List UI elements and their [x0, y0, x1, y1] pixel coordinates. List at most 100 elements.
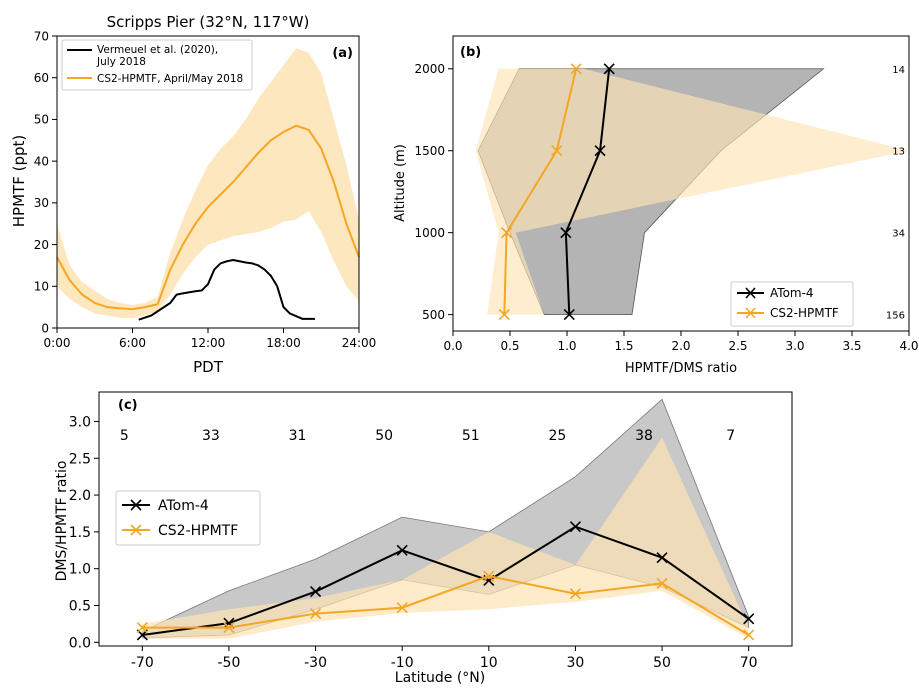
- panel-c-cs2-marker: [309, 608, 322, 620]
- panel-c-atom-marker: [309, 585, 322, 598]
- panel-b-atom-marker: [603, 63, 615, 75]
- panel-c-y-tick-label: 2.0: [69, 488, 91, 504]
- panel-a-y-tick-label: 10: [34, 280, 49, 294]
- panel-b-x-tick-label: 2.5: [728, 339, 747, 353]
- panel-a-y-tick-label: 50: [34, 113, 49, 127]
- panel-b-lines: [498, 63, 615, 321]
- panel-a-y-label: HPMTF (ppt): [10, 135, 28, 227]
- panel-b-counts: 14 13 34 156: [886, 65, 905, 322]
- panel-b-cs2-band: [475, 68, 909, 315]
- panel-c-count-label: 51: [462, 428, 480, 444]
- panel-b-cs2-marker: [498, 309, 510, 321]
- panel-c-x-tick-label: 50: [653, 655, 671, 671]
- panel-a-y-tick-label: 30: [34, 196, 49, 210]
- panel-c-y-tick-label: 1.5: [69, 525, 91, 541]
- panel-a-legend-box: [61, 39, 253, 91]
- panel-a-x-ticks: 0:00 6:00 12:00 18:00 24:00: [44, 328, 377, 350]
- panel-c-counts: 5 33 31 50 51 25 38 7: [120, 428, 735, 444]
- panel-b-cs2-marker: [501, 227, 513, 239]
- panel-c-x-tick-label: -70: [131, 655, 154, 671]
- panel-c-atom-marker: [743, 613, 755, 625]
- panel-c-cs2-marker: [136, 622, 148, 634]
- panel-c-atom-marker: [569, 521, 582, 533]
- panel-b-y-ticks: 500 1000 1500 2000: [414, 62, 453, 322]
- panel-a-legend-label-vermeuel-line1: Vermeuel et al. (2020),: [97, 44, 218, 56]
- panel-a-x-tick-label: 24:00: [342, 336, 377, 350]
- panel-b-atom-marker: [563, 309, 575, 321]
- panel-c-x-tick-label: 30: [567, 655, 585, 671]
- panel-b-legend-label-atom: ATom-4: [770, 286, 814, 300]
- panel-c-count-label: 5: [120, 428, 129, 444]
- panel-b-atom-line: [564, 68, 611, 315]
- panel-b-bands: [475, 68, 909, 316]
- panel-c-count-label: 38: [635, 428, 653, 444]
- panel-c-y-tick-label: 0.0: [69, 635, 91, 651]
- panel-b-count-label: 156: [886, 311, 905, 322]
- panel-a-cs2-band: [57, 48, 359, 319]
- panel-b-count-label: 34: [892, 229, 905, 240]
- panel-b-count-label: 13: [892, 147, 905, 158]
- panel-a-y-tick-label: 20: [34, 238, 49, 252]
- panel-c-y-tick-label: 2.5: [69, 451, 91, 467]
- panel-a-title: Scripps Pier (32°N, 117°W): [107, 13, 310, 31]
- panel-c-x-tick-label: 10: [480, 655, 498, 671]
- panel-c-x-ticks: -70 -50 -30 -10 10 30 50 70: [131, 646, 758, 671]
- panel-c-cs2-band: [142, 437, 749, 639]
- panel-c-cs2-marker: [396, 602, 408, 614]
- panel-b-count-label: 14: [892, 65, 905, 76]
- panel-a: 0:00 6:00 12:00 18:00 24:00 010203040506070 …: [10, 13, 376, 376]
- panel-c-lines: [136, 521, 755, 641]
- panel-b-y-label: Altitude (m): [393, 144, 408, 222]
- panel-c-cs2-marker: [483, 570, 495, 582]
- panel-a-y-tick-label: 60: [34, 71, 49, 85]
- panel-a-legend: Vermeuel et al. (2020), July 2018 CS2-HP…: [61, 39, 253, 91]
- panel-c-atom-marker: [656, 552, 668, 564]
- panel-a-cs2-line: [56, 124, 360, 311]
- panel-c-cs2-marker: [743, 629, 755, 641]
- panel-b-x-label: HPMTF/DMS ratio: [625, 361, 737, 376]
- panel-b-y-tick-label: 1500: [414, 144, 445, 158]
- panel-b-x-tick-label: 0.5: [500, 339, 519, 353]
- panel-b-cs2-marker: [551, 145, 563, 157]
- panel-c-frame: [98, 391, 793, 647]
- panel-c-x-label: Latitude (°N): [395, 670, 485, 686]
- panel-c-cs2-marker: [656, 577, 668, 589]
- panel-c-x-tick-label: -50: [218, 655, 241, 671]
- panel-c-atom-line: [142, 525, 750, 636]
- panel-c-x-tick-label: -10: [391, 655, 414, 671]
- panel-b-x-tick-label: 0.0: [443, 339, 462, 353]
- panel-c: -70 -50 -30 -10 10 30 50 70 0.0 0.5 1.0 1.5 2.0 2.5 3…: [54, 391, 793, 686]
- panel-a-lines: [56, 124, 360, 321]
- panel-a-x-tick-label: 0:00: [44, 336, 71, 350]
- panel-b-atom-marker: [594, 145, 606, 157]
- panel-c-panel-label: (c): [118, 398, 138, 413]
- panel-b-cs2-line: [503, 68, 578, 315]
- panel-b-y-tick-label: 1000: [414, 226, 445, 240]
- panel-b-x-tick-label: 4.0: [899, 339, 918, 353]
- panel-b-y-tick-label: 500: [422, 308, 445, 322]
- panel-c-count-label: 50: [375, 428, 393, 444]
- panel-b-y-tick-label: 2000: [414, 62, 445, 76]
- panel-a-legend-label-cs2: CS2-HPMTF, April/May 2018: [97, 73, 243, 85]
- panel-c-y-ticks: 0.0 0.5 1.0 1.5 2.0 2.5 3.0: [69, 414, 99, 651]
- panel-c-legend-marker-atom: [130, 499, 142, 511]
- panel-b-x-tick-label: 1.5: [614, 339, 633, 353]
- panel-b-x-tick-label: 2.0: [671, 339, 690, 353]
- panel-b: 0.0 0.5 1.0 1.5 2.0 2.5 3.0 3.5 4.0 500 1000 1500 2…: [393, 35, 919, 376]
- panel-b-x-tick-label: 3.0: [785, 339, 804, 353]
- panel-a-panel-label: (a): [332, 46, 353, 61]
- panel-c-count-label: 33: [202, 428, 220, 444]
- panel-c-cs2-line: [142, 575, 750, 636]
- panel-a-vermeuel-line: [138, 258, 315, 321]
- panel-c-x-tick-label: 70: [740, 655, 758, 671]
- panel-a-y-tick-label: 0: [41, 321, 49, 335]
- panel-a-bands: [57, 48, 359, 319]
- panel-a-x-label: PDT: [193, 358, 224, 376]
- panel-c-count-label: 7: [726, 428, 735, 444]
- panel-a-legend-label-vermeuel-line2: July 2018: [96, 56, 146, 68]
- panel-c-y-tick-label: 1.0: [69, 562, 91, 578]
- panel-c-legend-label-atom: ATom-4: [158, 498, 209, 514]
- panel-c-y-tick-label: 0.5: [69, 599, 91, 615]
- panel-b-legend: ATom-4 CS2-HPMTF: [730, 281, 854, 327]
- panel-c-x-tick-label: -30: [304, 655, 327, 671]
